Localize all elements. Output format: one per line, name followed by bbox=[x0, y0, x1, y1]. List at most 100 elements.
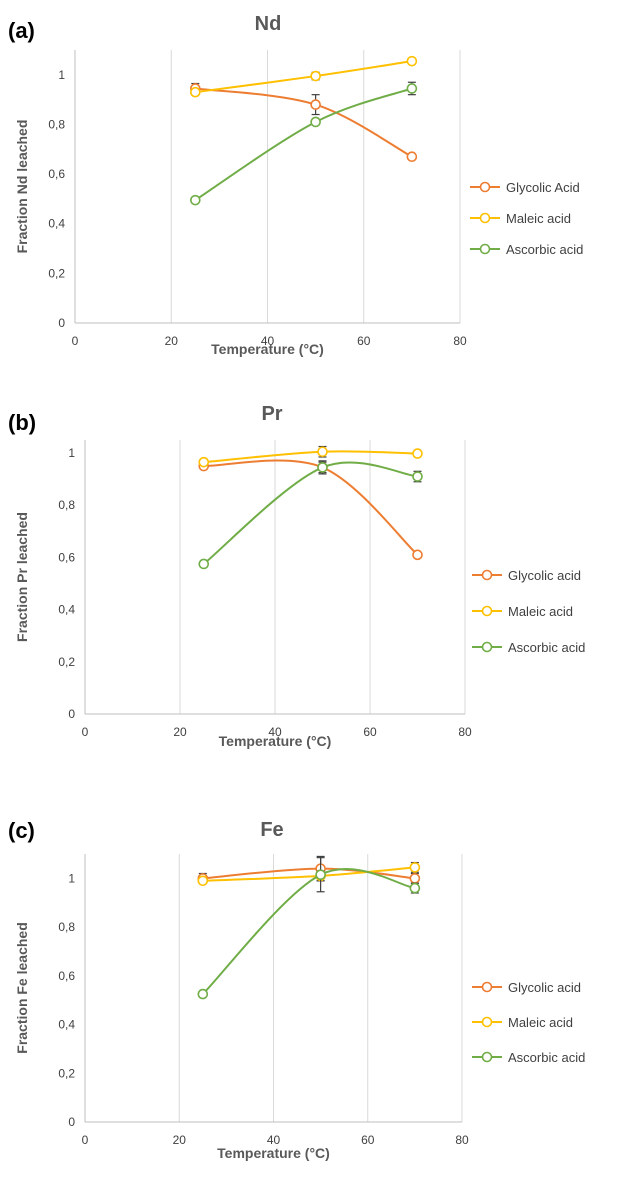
x-tick-label: 0 bbox=[82, 725, 89, 739]
y-tick-label: 1 bbox=[58, 68, 65, 82]
y-tick-label: 0,8 bbox=[48, 117, 65, 131]
data-point bbox=[198, 558, 210, 570]
y-tick-label: 0,2 bbox=[58, 655, 75, 669]
series-line bbox=[203, 461, 418, 565]
legend-marker bbox=[479, 212, 491, 224]
y-tick-label: 0 bbox=[68, 1115, 75, 1129]
legend-label: Maleic acid bbox=[508, 1015, 573, 1030]
data-point bbox=[406, 151, 418, 163]
y-tick-label: 0 bbox=[58, 316, 65, 330]
chart-panel-fe: (c) Fe 0 20 40 60 80 0 0,2 0,4 0,6 0,8 1 Temperature … bbox=[8, 818, 585, 1161]
series-maleic-acid: Maleic acid bbox=[197, 861, 573, 1030]
x-tick-label: 0 bbox=[72, 334, 79, 348]
legend-marker bbox=[479, 243, 491, 255]
data-point bbox=[412, 549, 423, 561]
data-point bbox=[190, 86, 201, 98]
legend-label: Ascorbic acid bbox=[508, 640, 585, 655]
series-line bbox=[194, 87, 413, 201]
x-tick-label: 40 bbox=[261, 334, 275, 348]
legend-marker bbox=[479, 181, 491, 193]
x-tick-label: 80 bbox=[458, 725, 472, 739]
series-maleic-acid: Maleic acid bbox=[198, 445, 573, 619]
data-point bbox=[409, 882, 421, 894]
x-tick-label: 60 bbox=[363, 725, 377, 739]
data-point bbox=[406, 55, 418, 67]
x-tick-label: 20 bbox=[173, 1133, 187, 1147]
y-tick-label: 0,4 bbox=[58, 1018, 75, 1032]
y-tick-label: 0,6 bbox=[58, 969, 75, 983]
legend-marker bbox=[481, 1016, 493, 1028]
y-tick-label: 0,2 bbox=[58, 1066, 75, 1080]
y-axis-label: Fraction Pr leached bbox=[14, 512, 30, 642]
series-line bbox=[195, 60, 413, 94]
data-point bbox=[412, 471, 423, 482]
legend-marker bbox=[481, 569, 493, 581]
series-glycolic-acid: Glycolic acid bbox=[198, 459, 581, 583]
data-point bbox=[310, 99, 321, 110]
x-tick-label: 40 bbox=[267, 1133, 281, 1147]
data-point bbox=[198, 456, 210, 468]
y-tick-label: 0,8 bbox=[58, 920, 75, 934]
legend-marker bbox=[481, 981, 493, 993]
y-tick-label: 0,8 bbox=[58, 498, 75, 512]
series-line bbox=[202, 868, 416, 995]
y-tick-label: 0,6 bbox=[48, 167, 65, 181]
x-tick-label: 40 bbox=[268, 725, 282, 739]
panel-label: (c) bbox=[8, 818, 35, 843]
legend-label: Ascorbic acid bbox=[506, 242, 583, 257]
series-glycolic-acid: Glycolic acid bbox=[197, 855, 581, 995]
data-point bbox=[412, 448, 423, 459]
x-axis-label: Temperature (°C) bbox=[219, 733, 332, 749]
legend-label: Maleic acid bbox=[506, 211, 571, 226]
data-point bbox=[197, 875, 209, 887]
x-tick-label: 60 bbox=[361, 1133, 375, 1147]
chart-title: Pr bbox=[261, 403, 282, 425]
legend-marker bbox=[481, 605, 493, 617]
chart-panel-nd: (a) Nd 0 20 40 60 80 0 0,2 0,4 0,6 0,8 1 Temperature … bbox=[8, 13, 583, 357]
panel-label: (a) bbox=[8, 18, 35, 43]
data-point bbox=[406, 83, 418, 94]
x-tick-label: 80 bbox=[455, 1133, 469, 1147]
legend-marker bbox=[481, 1051, 493, 1063]
series-line bbox=[203, 459, 419, 556]
x-tick-label: 20 bbox=[173, 725, 187, 739]
x-tick-label: 0 bbox=[82, 1133, 89, 1147]
data-point bbox=[409, 873, 421, 884]
legend-label: Glycolic acid bbox=[508, 568, 581, 583]
data-point bbox=[317, 462, 328, 473]
panel-label: (b) bbox=[8, 410, 36, 435]
data-point bbox=[310, 70, 321, 82]
chart-title: Fe bbox=[260, 819, 283, 841]
chart-title: Nd bbox=[255, 13, 282, 35]
series-ascorbic-acid: Ascorbic acid bbox=[198, 460, 585, 655]
data-point bbox=[197, 988, 209, 1000]
legend-label: Glycolic acid bbox=[508, 980, 581, 995]
chart-panel-pr: (b) Pr 0 20 40 60 80 0 0,2 0,4 0,6 0,8 1 Temperature … bbox=[8, 403, 585, 749]
data-point bbox=[310, 116, 321, 128]
y-tick-label: 0 bbox=[68, 707, 75, 721]
y-tick-label: 0,6 bbox=[58, 550, 75, 564]
x-tick-label: 20 bbox=[165, 334, 179, 348]
series-ascorbic-acid: Ascorbic acid bbox=[197, 857, 585, 1065]
x-tick-label: 80 bbox=[453, 334, 467, 348]
data-point bbox=[409, 862, 421, 873]
y-axis-label: Fraction Fe leached bbox=[14, 922, 30, 1053]
series-glycolic-acid: Glycolic Acid bbox=[190, 82, 580, 195]
series-maleic-acid: Maleic acid bbox=[190, 55, 571, 226]
x-axis-label: Temperature (°C) bbox=[217, 1145, 330, 1161]
data-point bbox=[317, 446, 328, 458]
y-tick-label: 0,4 bbox=[58, 603, 75, 617]
y-tick-label: 0,2 bbox=[48, 266, 65, 280]
legend-marker bbox=[481, 641, 493, 653]
x-axis-label: Temperature (°C) bbox=[211, 341, 324, 357]
y-tick-label: 0,4 bbox=[48, 217, 65, 231]
legend-label: Ascorbic acid bbox=[508, 1050, 585, 1065]
y-axis-label: Fraction Nd leached bbox=[14, 120, 30, 254]
series-line bbox=[203, 450, 418, 464]
data-point bbox=[190, 194, 201, 206]
x-tick-label: 60 bbox=[357, 334, 371, 348]
y-tick-label: 1 bbox=[68, 446, 75, 460]
y-tick-label: 1 bbox=[68, 871, 75, 885]
legend-label: Glycolic Acid bbox=[506, 180, 580, 195]
